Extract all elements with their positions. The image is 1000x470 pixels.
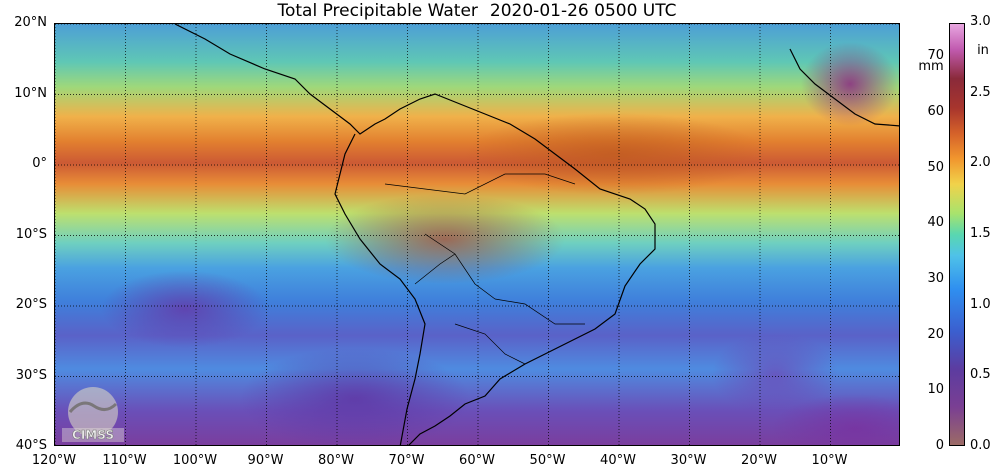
lon-tick-label: 110°W <box>102 453 147 468</box>
map-overlay <box>55 24 899 445</box>
map-title: Total Precipitable Water 2020-01-26 0500 … <box>54 1 900 21</box>
lon-tick-label: 80°W <box>318 453 354 468</box>
lon-tick-label: 20°W <box>741 453 777 468</box>
lat-tick-label: 0° <box>32 156 47 171</box>
lon-tick-label: 100°W <box>172 453 218 468</box>
colorbar-mm-unit: mm <box>918 59 944 74</box>
colorbar-mm-tick: 0 <box>935 438 944 453</box>
colorbar-in-tick: 2.0 <box>970 155 991 171</box>
cimss-logo: CIMSS <box>56 386 130 444</box>
colorbar-in-tick: 0.5 <box>970 367 991 383</box>
colorbar <box>949 23 965 446</box>
coastline-pacific-sa <box>334 133 426 445</box>
coastline-americas <box>174 24 656 445</box>
colorbar-in-unit: in <box>977 43 989 58</box>
colorbar-in-tick: 2.5 <box>970 84 991 100</box>
valid-time: 2020-01-26 0500 UTC <box>489 1 677 21</box>
colorbar-mm-tick: 20 <box>927 326 944 342</box>
lat-tick-label: 30°S <box>15 367 47 383</box>
colorbar-in-tick: 1.0 <box>970 296 991 312</box>
lon-tick-label: 30°W <box>670 453 707 468</box>
colorbar-mm-tick: 40 <box>927 215 944 231</box>
lon-tick-label: 10°W <box>811 453 848 468</box>
colorbar-mm-tick: 30 <box>927 271 944 287</box>
tpw-map <box>54 23 900 446</box>
lon-tick-label: 120°W <box>31 453 77 468</box>
colorbar-in-tick: 0.0 <box>970 438 991 453</box>
lon-tick-label: 90°W <box>247 453 284 468</box>
lat-tick-label: 20°N <box>14 15 47 30</box>
lon-tick-label: 50°W <box>529 453 566 468</box>
lat-tick-label: 40°S <box>15 438 47 453</box>
lat-tick-label: 10°N <box>14 85 47 101</box>
colorbar-mm-tick: 70 <box>927 48 944 64</box>
lon-tick-label: 60°W <box>459 453 495 468</box>
lon-tick-label: 40°W <box>600 453 636 468</box>
colorbar-mm-tick: 10 <box>927 382 944 398</box>
colorbar-mm-tick: 60 <box>927 104 944 120</box>
colorbar-in-tick: 3.0 <box>970 13 991 29</box>
country-borders <box>384 173 585 365</box>
lat-tick-label: 20°S <box>15 297 47 312</box>
product-title: Total Precipitable Water <box>277 1 478 21</box>
lat-tick-label: 10°S <box>15 226 47 242</box>
lon-tick-label: 70°W <box>388 453 425 468</box>
cimss-logo-text: CIMSS <box>72 428 114 442</box>
colorbar-in-tick: 1.5 <box>970 225 991 241</box>
coastline-africa <box>789 48 899 127</box>
colorbar-mm-tick: 50 <box>927 159 944 175</box>
